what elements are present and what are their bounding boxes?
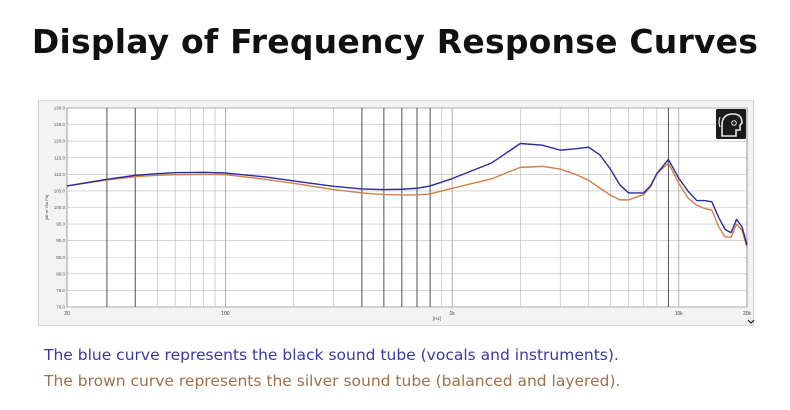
chevron-down-icon [747,319,755,324]
y-tick-label: 130.0 [54,106,66,111]
y-tick-label: 105.0 [54,188,66,193]
y-tick-label: 85.0 [56,255,65,260]
sound-wave-icon [718,116,721,128]
x-tick-label: 20k [743,311,752,317]
head-silhouette-icon [721,113,743,137]
frequency-response-chart: 70.0 75.0 80.0 85.0 90.0 95.0 100.0 105.0 110.0 1… [38,100,755,326]
y-tick-label: 100.0 [54,205,66,210]
listener-head-icon [716,109,746,139]
blue-curve [66,142,748,246]
y-tick-label: 125.0 [54,122,66,127]
chart-svg: 70.0 75.0 80.0 85.0 90.0 95.0 100.0 105.0 110.0 1… [44,106,755,324]
x-tick-label: 10k [675,311,684,317]
y-axis-label: [dB re 20u Pa] [44,195,49,221]
y-tick-label: 80.0 [56,271,65,276]
y-tick-label: 110.0 [54,172,65,177]
x-tick-label: 100 [221,311,230,317]
y-tick-label: 115.0 [54,155,65,160]
brown-curve [66,162,748,248]
y-tick-label: 95.0 [56,222,65,227]
y-tick-label: 70.0 [56,305,65,310]
blue-curve-caption: The blue curve represents the black soun… [44,346,619,364]
x-tick-label: 20 [64,311,70,317]
page-title: Display of Frequency Response Curves [31,22,759,61]
y-tick-label: 90.0 [56,238,65,243]
x-tick-label: 1k [449,311,455,317]
x-axis-label: [Hz] [433,316,441,321]
brown-curve-caption: The brown curve represents the silver so… [44,372,621,390]
ear-icon [731,120,737,126]
y-tick-label: 120.0 [54,139,66,144]
y-tick-label: 75.0 [56,288,65,293]
